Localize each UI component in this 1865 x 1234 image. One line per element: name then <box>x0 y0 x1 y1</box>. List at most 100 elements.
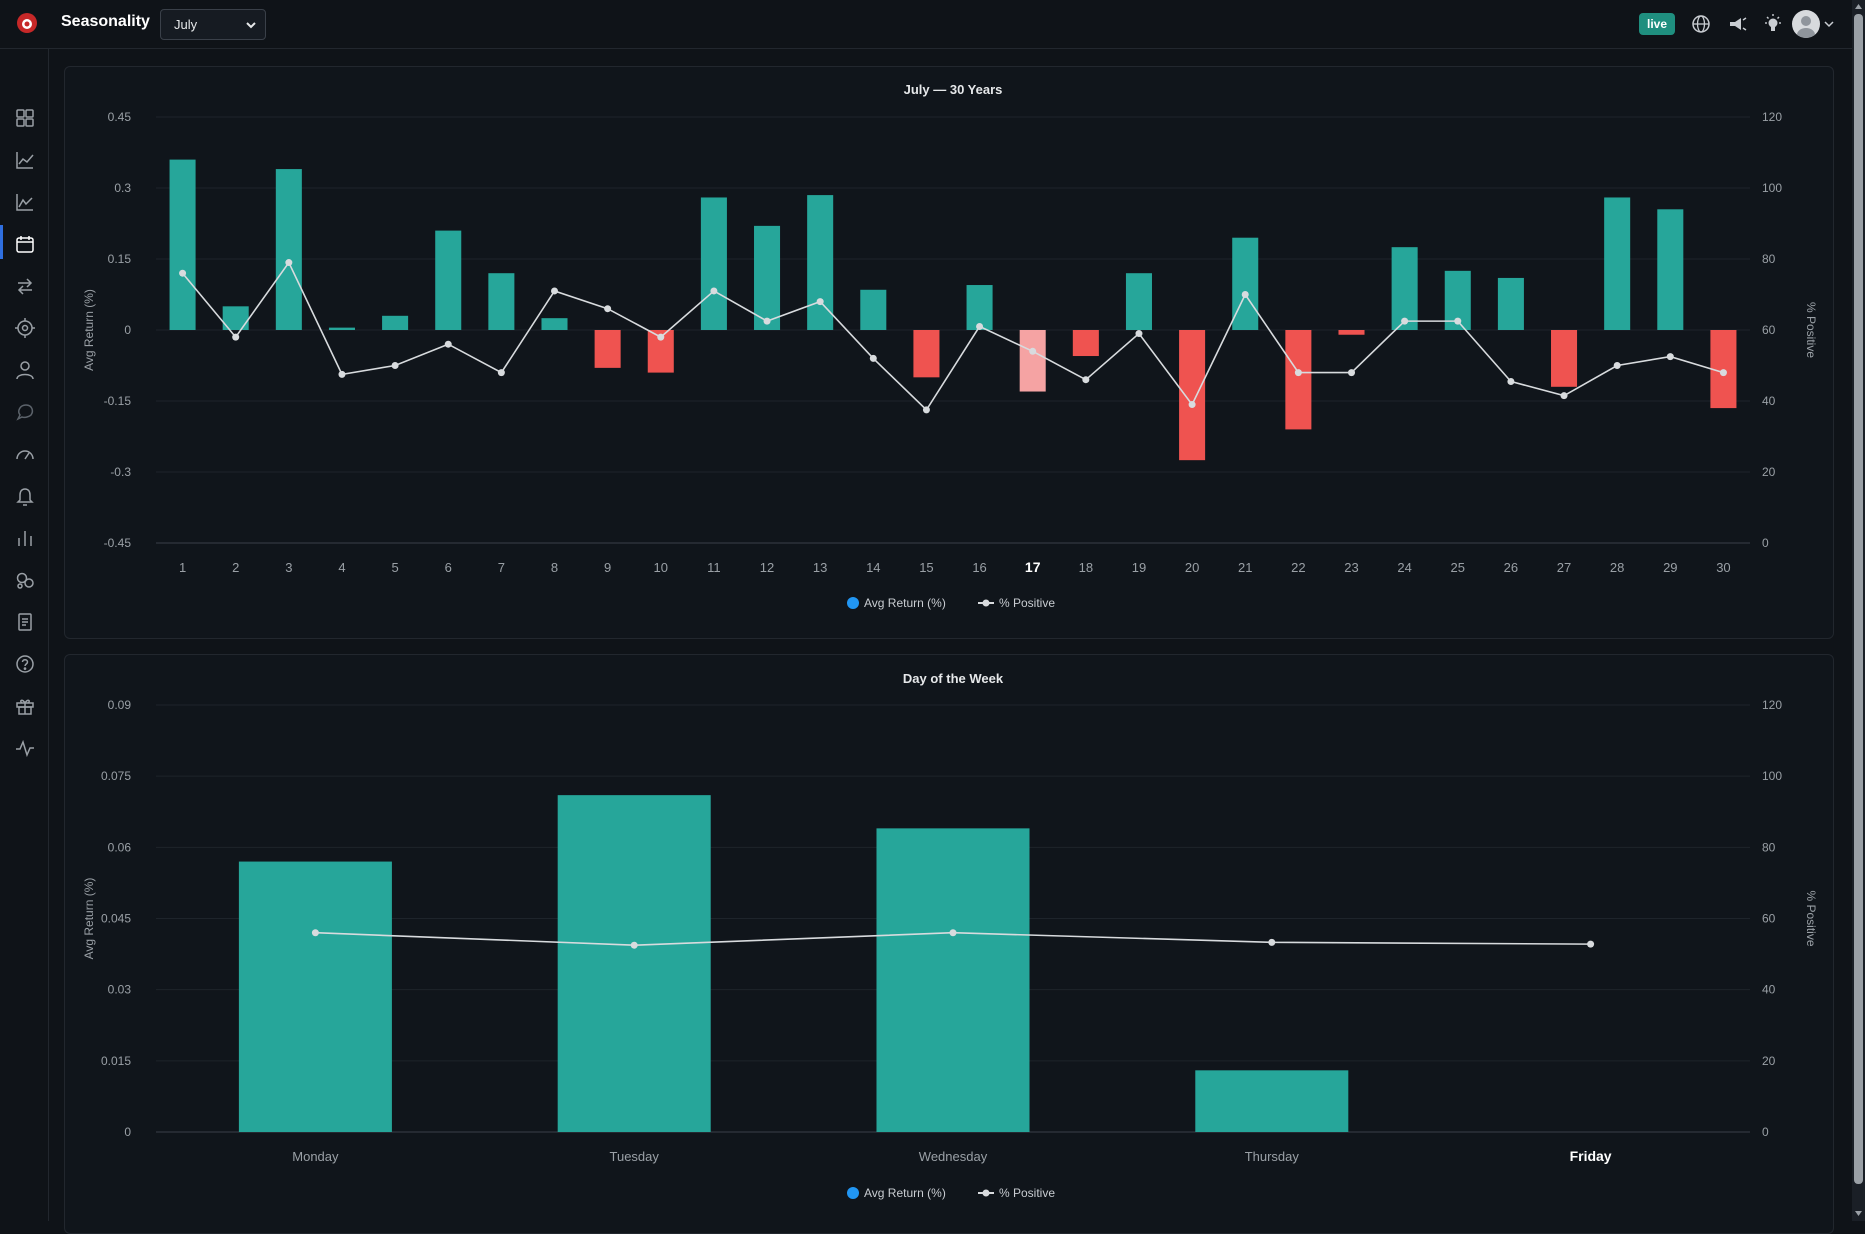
line-point[interactable] <box>657 333 665 341</box>
scroll-up-icon[interactable] <box>1854 2 1863 11</box>
chat-icon[interactable] <box>14 401 36 423</box>
bar[interactable] <box>1019 330 1046 392</box>
bar[interactable] <box>275 169 302 330</box>
user-icon[interactable] <box>14 359 36 381</box>
bar[interactable] <box>594 330 621 368</box>
bar[interactable] <box>169 159 196 330</box>
chevron-down-icon[interactable] <box>1824 20 1834 28</box>
line-point[interactable] <box>1029 347 1037 355</box>
bar[interactable] <box>238 861 392 1132</box>
line-point[interactable] <box>1188 401 1196 409</box>
bar[interactable] <box>382 315 409 330</box>
bar[interactable] <box>328 327 355 330</box>
bar[interactable] <box>1497 277 1524 330</box>
scrollbar[interactable] <box>1852 0 1865 1221</box>
bar[interactable] <box>435 230 462 330</box>
line-point[interactable] <box>604 305 612 313</box>
line-point[interactable] <box>1135 330 1143 338</box>
line-point[interactable] <box>1082 376 1090 384</box>
bar[interactable] <box>222 306 249 330</box>
line-point[interactable] <box>1507 377 1515 385</box>
bell-icon[interactable] <box>14 485 36 507</box>
pulse-icon[interactable] <box>14 737 36 759</box>
megaphone-icon[interactable] <box>1726 13 1748 35</box>
calendar-icon[interactable] <box>14 233 36 255</box>
line-point[interactable] <box>1454 317 1462 325</box>
bar[interactable] <box>860 289 887 330</box>
target-icon[interactable] <box>14 317 36 339</box>
line-point[interactable] <box>179 269 187 277</box>
bar[interactable] <box>1604 197 1631 330</box>
legend-item-percent-positive[interactable]: % Positive <box>999 596 1055 610</box>
help-icon[interactable] <box>14 653 36 675</box>
line-point[interactable] <box>285 259 293 267</box>
bar[interactable] <box>876 828 1030 1132</box>
line-point[interactable] <box>763 317 771 325</box>
scroll-down-icon[interactable] <box>1854 1209 1863 1218</box>
line-point[interactable] <box>869 354 877 362</box>
line-point[interactable] <box>232 333 240 341</box>
line-point[interactable] <box>1613 362 1621 369</box>
line-point[interactable] <box>338 370 346 378</box>
bar-chart-icon[interactable] <box>14 527 36 549</box>
live-badge[interactable]: live <box>1639 13 1675 35</box>
line-point[interactable] <box>710 287 718 295</box>
bar[interactable] <box>807 195 834 330</box>
month-select[interactable]: July <box>160 9 266 40</box>
bar[interactable] <box>1125 273 1152 330</box>
scroll-thumb[interactable] <box>1854 14 1863 1184</box>
bar[interactable] <box>1338 330 1365 335</box>
legend-item-percent-positive[interactable]: % Positive <box>999 1186 1055 1200</box>
avatar[interactable] <box>1792 10 1820 38</box>
line-point[interactable] <box>1294 369 1302 377</box>
line-point[interactable] <box>444 340 452 348</box>
line-point[interactable] <box>1241 291 1249 298</box>
dashboard-icon[interactable] <box>14 107 36 129</box>
area-chart-icon[interactable] <box>14 191 36 213</box>
line-point[interactable] <box>949 929 957 937</box>
bar[interactable] <box>1657 209 1684 330</box>
bar[interactable] <box>557 795 711 1132</box>
line-point[interactable] <box>1719 369 1727 377</box>
bar[interactable] <box>1391 247 1418 330</box>
globe-icon[interactable] <box>1690 13 1712 35</box>
line-point[interactable] <box>816 298 824 306</box>
line-point[interactable] <box>1268 938 1276 946</box>
line-point[interactable] <box>1348 369 1355 377</box>
line-point[interactable] <box>630 941 638 949</box>
bar[interactable] <box>1232 237 1259 330</box>
line-point[interactable] <box>1666 353 1674 361</box>
app-logo[interactable] <box>16 12 38 34</box>
bubbles-icon[interactable] <box>14 569 36 591</box>
line-point[interactable] <box>922 406 930 414</box>
weekday-seasonality-chart[interactable]: Day of the Week 0.09 120 0.075 100 0.06 80 0.04… <box>65 655 1835 1222</box>
bar[interactable] <box>1551 330 1578 387</box>
bar[interactable] <box>488 273 515 330</box>
line-point[interactable] <box>311 929 319 937</box>
line-point[interactable] <box>497 369 505 377</box>
bar[interactable] <box>754 225 781 330</box>
bar[interactable] <box>966 285 993 330</box>
bar[interactable] <box>1072 330 1099 357</box>
line-point[interactable] <box>1560 392 1568 400</box>
gift-icon[interactable] <box>14 695 36 717</box>
bar[interactable] <box>541 318 568 330</box>
bar[interactable] <box>700 197 727 330</box>
line-point[interactable] <box>976 322 984 330</box>
speedometer-icon[interactable] <box>14 443 36 465</box>
lightbulb-icon[interactable] <box>1762 13 1784 35</box>
line-point[interactable] <box>391 362 399 369</box>
document-icon[interactable] <box>14 611 36 633</box>
bar[interactable] <box>1195 1070 1349 1132</box>
line-point[interactable] <box>551 287 558 295</box>
bar[interactable] <box>913 330 940 378</box>
line-point[interactable] <box>1401 317 1409 325</box>
line-point[interactable] <box>1587 940 1595 948</box>
legend-item-avg-return[interactable]: Avg Return (%) <box>864 596 946 610</box>
legend-item-avg-return[interactable]: Avg Return (%) <box>864 1186 946 1200</box>
swap-icon[interactable] <box>14 275 36 297</box>
bar[interactable] <box>1285 330 1312 430</box>
line-chart-icon[interactable] <box>14 149 36 171</box>
bar[interactable] <box>1179 330 1206 461</box>
